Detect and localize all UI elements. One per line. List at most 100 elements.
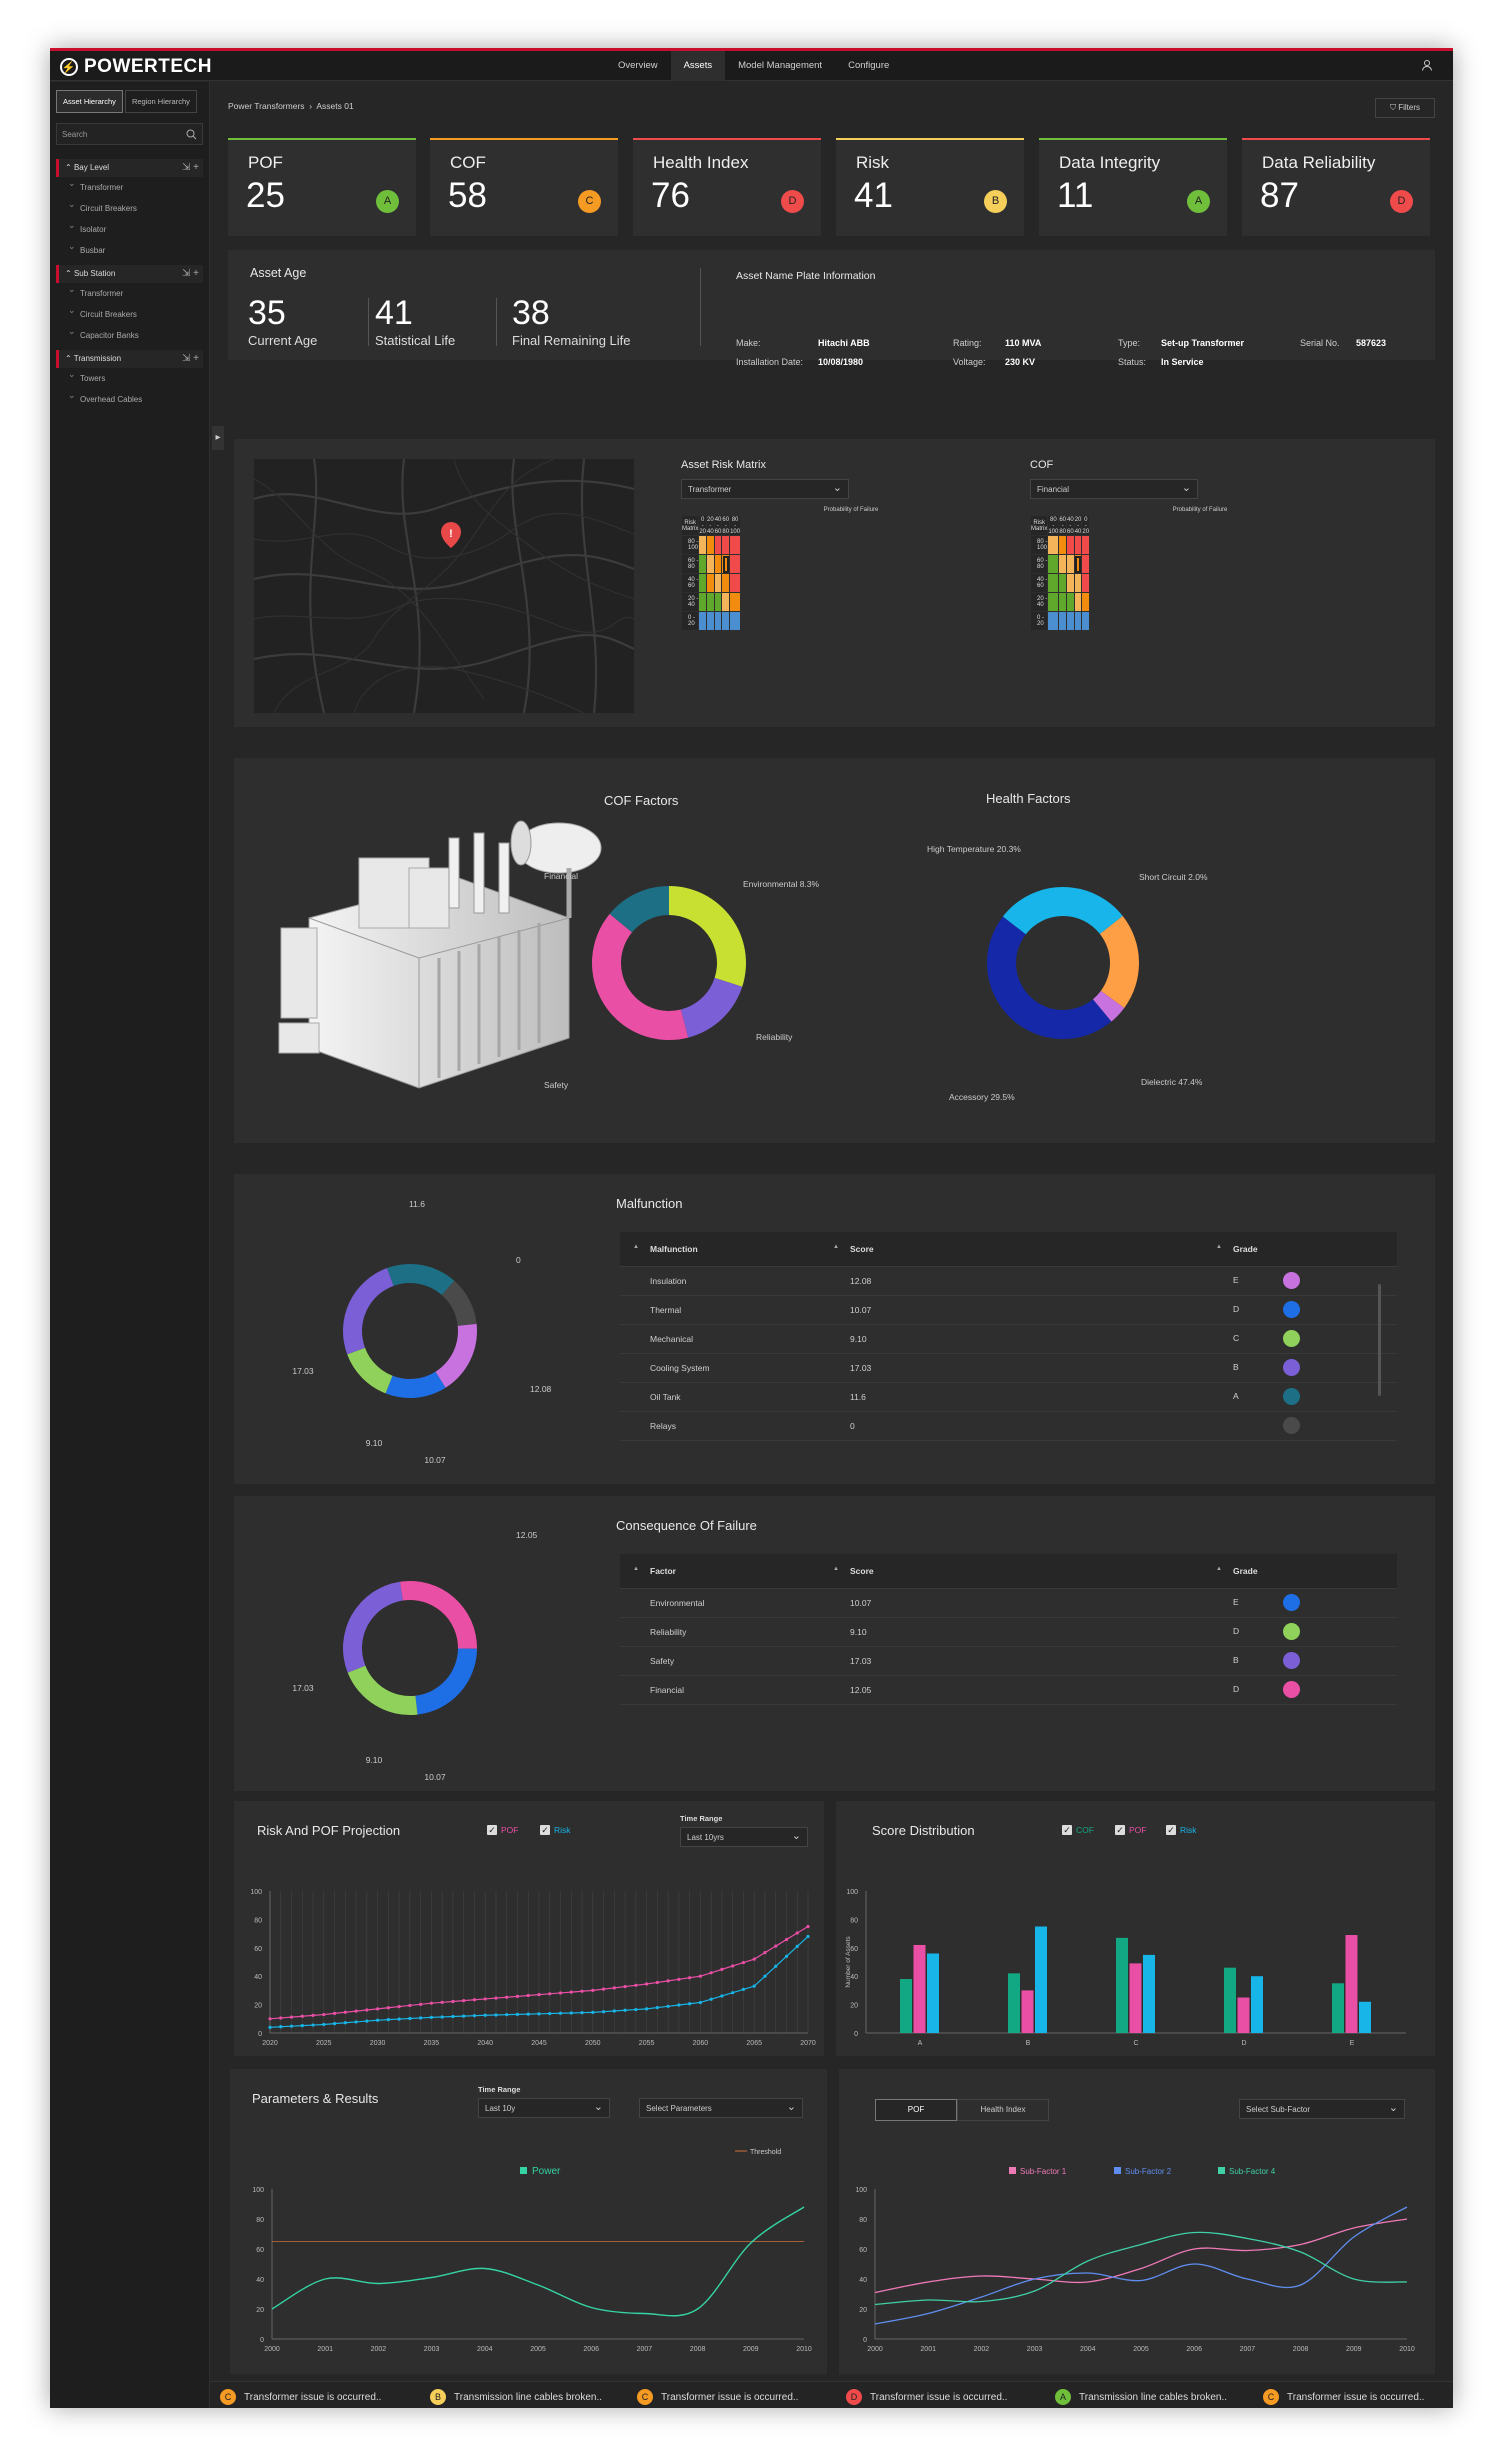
matrix-cell[interactable] <box>1058 611 1068 631</box>
filters-button[interactable]: ⛉ Filters <box>1375 98 1435 118</box>
nav-overview[interactable]: Overview <box>618 60 658 71</box>
breadcrumb-item[interactable]: Power Transformers <box>228 101 305 111</box>
donut-segment[interactable] <box>669 886 746 987</box>
donut-segment[interactable] <box>387 1264 455 1296</box>
matrix-cell[interactable] <box>1081 573 1091 593</box>
donut-segment[interactable] <box>1099 916 1139 1008</box>
alert-item[interactable]: C Transformer issue is occurred.. <box>637 2389 798 2405</box>
matrix-cell[interactable] <box>1047 611 1060 631</box>
donut-segment[interactable] <box>415 1648 477 1715</box>
table-row[interactable]: Oil Tank 11.6 A <box>620 1382 1397 1412</box>
tree-item[interactable]: Circuit Breakers <box>56 304 203 325</box>
tree-item[interactable]: Transformer <box>56 283 203 304</box>
bar-pof[interactable] <box>1237 1997 1250 2034</box>
matrix-cell[interactable] <box>698 611 707 631</box>
tab-pof[interactable]: POF <box>875 2099 957 2121</box>
matrix-cell[interactable] <box>1058 592 1068 612</box>
matrix-cell[interactable] <box>706 554 715 574</box>
bar-pof[interactable] <box>913 1944 926 2033</box>
sub-factor-select[interactable]: Select Sub-Factor <box>1239 2099 1405 2119</box>
search-input[interactable]: Search <box>56 123 203 145</box>
tree-header-bay-level[interactable]: ⌃ Bay Level ⇲ + <box>56 159 203 177</box>
matrix-cell[interactable] <box>1066 573 1075 593</box>
bar-cof[interactable] <box>1116 1937 1128 2033</box>
cof-type-select[interactable]: Financial <box>1030 479 1198 499</box>
matrix-cell[interactable] <box>1073 611 1083 631</box>
alert-item[interactable]: D Transformer issue is occurred.. <box>846 2389 1007 2405</box>
matrix-cell[interactable] <box>729 535 742 555</box>
matrix-cell[interactable] <box>729 573 742 593</box>
tab-health-index[interactable]: Health Index <box>957 2099 1049 2121</box>
donut-segment[interactable] <box>680 977 743 1038</box>
bar-cof[interactable] <box>900 1979 912 2033</box>
donut-segment[interactable] <box>343 1581 403 1673</box>
matrix-cell[interactable] <box>1081 611 1091 631</box>
bar-risk[interactable] <box>927 1953 939 2033</box>
bar-cof[interactable] <box>1332 1983 1344 2033</box>
breadcrumb-item[interactable]: Assets 01 <box>316 101 354 111</box>
cof-checkbox[interactable]: ✓ COF <box>1062 1825 1094 1835</box>
matrix-cell[interactable] <box>1073 592 1083 612</box>
matrix-cell[interactable] <box>729 554 742 574</box>
donut-segment[interactable] <box>1092 990 1125 1022</box>
table-row[interactable]: Mechanical 9.10 C <box>620 1324 1397 1354</box>
matrix-cell[interactable] <box>1058 554 1068 574</box>
logo[interactable]: ⚡ POWERTECH <box>60 56 212 78</box>
nav-assets[interactable]: Assets <box>670 51 726 81</box>
matrix-cell[interactable] <box>706 535 715 555</box>
col-header-score[interactable]: Score <box>820 1554 1203 1589</box>
time-range-select[interactable]: Last 10y <box>478 2098 610 2118</box>
bar-risk[interactable] <box>1359 2001 1371 2033</box>
donut-segment[interactable] <box>592 913 689 1040</box>
tree-item[interactable]: Overhead Cables <box>56 389 203 410</box>
matrix-cell[interactable] <box>1081 554 1091 574</box>
donut-segment[interactable] <box>385 1371 446 1398</box>
matrix-cell[interactable] <box>713 573 723 593</box>
tree-header-sub-station[interactable]: ⌃ Sub Station ⇲ + <box>56 265 203 283</box>
risk-checkbox[interactable]: ✓ Risk <box>1166 1825 1197 1835</box>
bar-risk[interactable] <box>1035 1926 1047 2034</box>
matrix-cell[interactable] <box>698 554 707 574</box>
time-range-select[interactable]: Last 10yrs <box>680 1827 808 1847</box>
kpi-card[interactable]: COF 58 C <box>430 138 618 236</box>
alert-item[interactable]: C Transformer issue is occurred.. <box>1263 2389 1424 2405</box>
tree-actions[interactable]: ⇲ + <box>182 268 199 279</box>
col-header-grade[interactable]: Grade <box>1203 1554 1397 1589</box>
donut-segment[interactable] <box>347 1347 393 1394</box>
donut-segment[interactable] <box>609 886 669 933</box>
bar-risk[interactable] <box>1143 1954 1155 2033</box>
col-header-malfunction[interactable]: Malfunction <box>620 1232 820 1267</box>
matrix-cell[interactable] <box>713 592 723 612</box>
donut-segment[interactable] <box>987 916 1112 1039</box>
matrix-cell[interactable] <box>1073 573 1083 593</box>
kpi-card[interactable]: Health Index 76 D <box>633 138 821 236</box>
matrix-cell[interactable] <box>729 592 742 612</box>
matrix-cell[interactable] <box>1066 592 1075 612</box>
table-row[interactable]: Cooling System 17.03 B <box>620 1353 1397 1383</box>
matrix-cell[interactable] <box>698 573 707 593</box>
tree-header-transmission[interactable]: ⌃ Transmission ⇲ + <box>56 350 203 368</box>
pof-checkbox[interactable]: ✓ POF <box>487 1825 518 1835</box>
col-header-score[interactable]: Score <box>820 1232 1203 1267</box>
matrix-cell[interactable] <box>1081 535 1091 555</box>
tree-item[interactable]: Circuit Breakers <box>56 198 203 219</box>
matrix-cell[interactable] <box>713 535 723 555</box>
alert-item[interactable]: C Transformer issue is occurred.. <box>220 2389 381 2405</box>
donut-segment[interactable] <box>435 1323 477 1388</box>
bar-pof[interactable] <box>1345 1935 1358 2033</box>
kpi-card[interactable]: Risk 41 B <box>836 138 1024 236</box>
matrix-cell[interactable] <box>1047 592 1060 612</box>
donut-segment[interactable] <box>347 1665 418 1715</box>
table-scrollbar[interactable] <box>1378 1284 1381 1396</box>
pof-checkbox[interactable]: ✓ POF <box>1115 1825 1146 1835</box>
tree-item[interactable]: Towers <box>56 368 203 389</box>
tree-item[interactable]: Capacitor Banks <box>56 325 203 346</box>
matrix-cell[interactable] <box>721 611 731 631</box>
matrix-cell[interactable] <box>721 573 731 593</box>
bar-cof[interactable] <box>1008 1973 1020 2033</box>
matrix-cell[interactable] <box>721 535 731 555</box>
alert-item[interactable]: A Transmission line cables broken.. <box>1055 2389 1227 2405</box>
donut-segment[interactable] <box>343 1268 394 1355</box>
matrix-cell[interactable] <box>1058 573 1068 593</box>
bar-pof[interactable] <box>1129 1963 1142 2033</box>
